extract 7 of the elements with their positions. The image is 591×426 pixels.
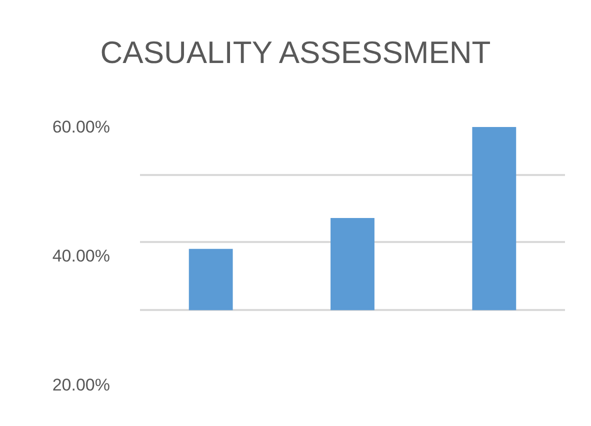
bar <box>188 248 233 310</box>
bar <box>472 127 516 310</box>
y-tick-label: 40.00% <box>52 246 110 266</box>
y-tick-label: 60.00% <box>52 118 110 136</box>
bar <box>330 218 374 310</box>
chart-title: CASUALITY ASSESSMENT <box>100 35 491 70</box>
y-tick-label: 20.00% <box>52 376 110 394</box>
